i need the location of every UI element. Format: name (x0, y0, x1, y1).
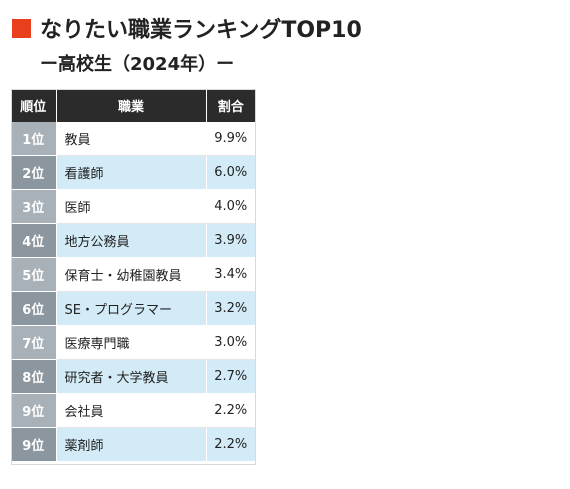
share-cell: 2.7% (206, 359, 255, 394)
share-cell: 2.2% (206, 427, 255, 462)
share-cell: 9.9% (206, 122, 255, 156)
share-cell: 3.9% (206, 223, 255, 258)
table-row: 6位 SE・プログラマー 3.2% (11, 291, 255, 326)
share-cell: 3.2% (206, 291, 255, 326)
page-subtitle: ー高校生（2024年）ー (40, 54, 235, 75)
rank-cell: 7位 (11, 325, 57, 360)
share-cell: 6.0% (206, 155, 255, 190)
table-row: 8位 研究者・大学教員 2.7% (11, 359, 255, 394)
rank-cell: 2位 (11, 155, 57, 190)
header-rank: 順位 (11, 89, 57, 122)
rank-cell: 9位 (11, 427, 57, 462)
job-cell: 医療専門職 (56, 325, 207, 360)
job-cell: 地方公務員 (56, 223, 207, 258)
table-row: 3位 医師 4.0% (11, 189, 255, 224)
job-cell: 医師 (56, 189, 207, 224)
table-row: 2位 看護師 6.0% (11, 155, 255, 190)
share-cell: 2.2% (206, 393, 255, 428)
job-cell: 薬剤師 (56, 427, 207, 462)
rank-cell: 3位 (11, 189, 57, 224)
share-cell: 3.4% (206, 257, 255, 292)
header-job: 職業 (56, 89, 207, 122)
job-cell: 看護師 (56, 155, 207, 190)
page-title: なりたい職業ランキングTOP10 (40, 18, 362, 43)
rank-cell: 4位 (11, 223, 57, 258)
table-row: 9位 会社員 2.2% (11, 393, 255, 428)
job-cell: 保育士・幼稚園教員 (56, 257, 207, 292)
table-row: 9位 薬剤師 2.2% (11, 427, 255, 462)
table-row: 1位 教員 9.9% (11, 122, 255, 156)
share-cell: 3.0% (206, 325, 255, 360)
rank-cell: 5位 (11, 257, 57, 292)
rank-cell: 8位 (11, 359, 57, 394)
table-row: 5位 保育士・幼稚園教員 3.4% (11, 257, 255, 292)
rank-cell: 6位 (11, 291, 57, 326)
rank-cell: 9位 (11, 393, 57, 428)
job-cell: SE・プログラマー (56, 291, 207, 326)
title-square-icon (12, 18, 31, 38)
rank-cell: 1位 (11, 122, 57, 156)
header-share: 割合 (206, 89, 255, 122)
ranking-table: 順位 職業 割合 1位 教員 9.9% 2位 看護師 6.0% 3位 医師 4.… (11, 89, 255, 462)
job-cell: 教員 (56, 122, 207, 156)
title-row: なりたい職業ランキングTOP10 (12, 13, 362, 43)
job-cell: 会社員 (56, 393, 207, 428)
share-cell: 4.0% (206, 189, 255, 224)
table-header-row: 順位 職業 割合 (11, 89, 255, 122)
table-row: 7位 医療専門職 3.0% (11, 325, 255, 360)
job-cell: 研究者・大学教員 (56, 359, 207, 394)
table-row: 4位 地方公務員 3.9% (11, 223, 255, 258)
